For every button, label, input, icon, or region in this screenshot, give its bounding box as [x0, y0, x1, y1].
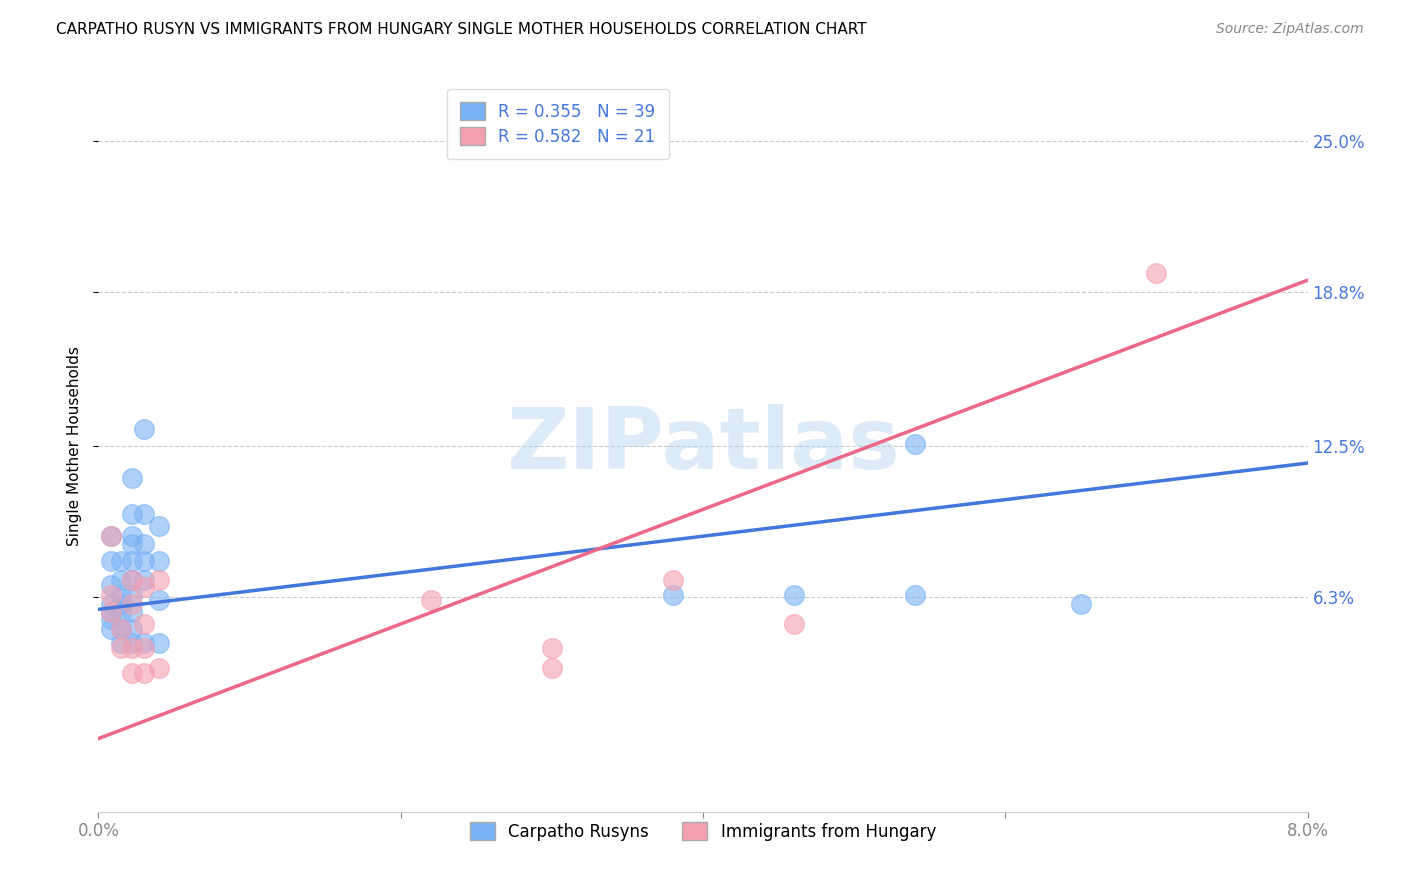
Point	[121, 588, 143, 602]
Point	[121, 636, 143, 650]
Point	[661, 573, 683, 587]
Point	[100, 529, 122, 543]
Point	[121, 508, 143, 522]
Legend: Carpatho Rusyns, Immigrants from Hungary: Carpatho Rusyns, Immigrants from Hungary	[463, 815, 943, 847]
Point	[100, 529, 122, 543]
Point	[121, 573, 143, 587]
Point	[100, 598, 122, 612]
Point	[110, 622, 132, 636]
Point	[148, 573, 170, 587]
Point	[121, 536, 143, 550]
Point	[783, 617, 806, 632]
Point	[121, 529, 143, 543]
Point	[100, 578, 122, 592]
Point	[1146, 266, 1168, 280]
Text: CARPATHO RUSYN VS IMMIGRANTS FROM HUNGARY SINGLE MOTHER HOUSEHOLDS CORRELATION C: CARPATHO RUSYN VS IMMIGRANTS FROM HUNGAR…	[56, 22, 868, 37]
Point	[100, 553, 122, 567]
Point	[121, 553, 143, 567]
Point	[148, 592, 170, 607]
Point	[121, 641, 143, 656]
Point	[420, 592, 443, 607]
Point	[132, 581, 155, 595]
Point	[132, 536, 155, 550]
Point	[121, 605, 143, 619]
Point	[148, 553, 170, 567]
Point	[121, 471, 143, 485]
Point	[121, 665, 143, 680]
Point	[121, 573, 143, 587]
Point	[132, 665, 155, 680]
Point	[132, 508, 155, 522]
Point	[783, 588, 806, 602]
Point	[132, 422, 155, 436]
Point	[110, 553, 132, 567]
Point	[904, 588, 927, 602]
Point	[132, 617, 155, 632]
Text: Source: ZipAtlas.com: Source: ZipAtlas.com	[1216, 22, 1364, 37]
Point	[110, 573, 132, 587]
Point	[1070, 598, 1092, 612]
Point	[110, 636, 132, 650]
Point	[661, 588, 683, 602]
Point	[540, 641, 562, 656]
Point	[132, 641, 155, 656]
Point	[148, 519, 170, 533]
Point	[110, 598, 132, 612]
Point	[100, 622, 122, 636]
Point	[132, 573, 155, 587]
Point	[110, 588, 132, 602]
Point	[100, 612, 122, 626]
Point	[132, 553, 155, 567]
Point	[100, 588, 122, 602]
Point	[121, 622, 143, 636]
Point	[100, 605, 122, 619]
Point	[132, 636, 155, 650]
Point	[110, 622, 132, 636]
Point	[121, 598, 143, 612]
Point	[110, 605, 132, 619]
Point	[540, 661, 562, 675]
Point	[904, 436, 927, 450]
Y-axis label: Single Mother Households: Single Mother Households	[67, 346, 83, 546]
Point	[148, 636, 170, 650]
Point	[100, 605, 122, 619]
Text: ZIPatlas: ZIPatlas	[506, 404, 900, 488]
Point	[110, 641, 132, 656]
Point	[148, 661, 170, 675]
